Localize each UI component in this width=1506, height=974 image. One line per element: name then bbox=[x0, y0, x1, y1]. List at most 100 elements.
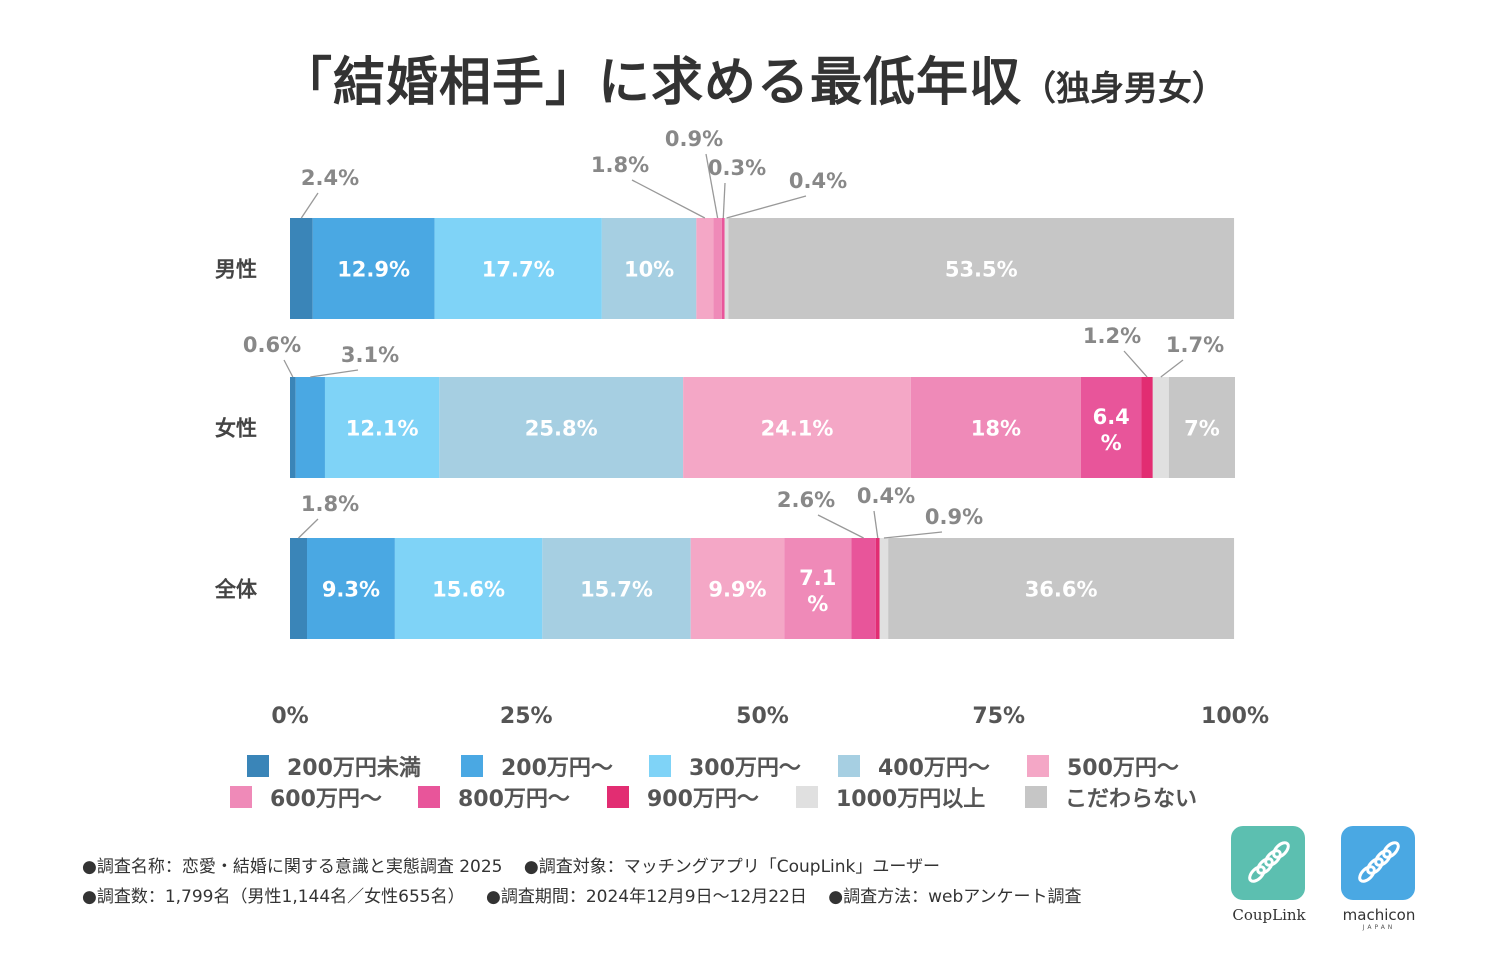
leader-line bbox=[722, 182, 726, 219]
data-label: 0.9% bbox=[925, 505, 983, 529]
legend-label: 800万円〜 bbox=[458, 787, 570, 812]
legend-item: 1000万円以上 bbox=[796, 781, 985, 813]
data-label: 0.4% bbox=[789, 169, 847, 193]
bar-segment bbox=[290, 538, 308, 639]
legend-swatch bbox=[796, 786, 818, 808]
data-label: 25.8% bbox=[525, 417, 598, 441]
data-label: 1.8% bbox=[591, 153, 649, 177]
title-sub: （独身男女） bbox=[1022, 69, 1226, 109]
bar-segment bbox=[307, 538, 395, 639]
footnote-method: ●調査方法：webアンケート調査 bbox=[828, 887, 1082, 907]
data-label: 12.9% bbox=[337, 258, 410, 282]
leader-line bbox=[883, 531, 943, 539]
bar-segment bbox=[324, 377, 440, 478]
leader-line bbox=[1160, 359, 1184, 378]
couplink-logo: CoupLink bbox=[1231, 826, 1307, 924]
legend-label: 300万円〜 bbox=[689, 756, 801, 781]
data-label: 1.7% bbox=[1166, 333, 1224, 357]
category-label: 女性 bbox=[215, 417, 257, 441]
legend-swatch bbox=[1025, 786, 1047, 808]
legend-swatch bbox=[607, 786, 629, 808]
category-label: 男性 bbox=[215, 258, 257, 282]
category-label: 全体 bbox=[214, 578, 258, 602]
legend-swatch bbox=[649, 755, 671, 777]
legend-swatch bbox=[418, 786, 440, 808]
legend-label: 400万円〜 bbox=[878, 756, 990, 781]
machicon-logo-text: machicon bbox=[1342, 906, 1416, 924]
legend-label: 900万円〜 bbox=[647, 787, 759, 812]
x-tick-label: 100% bbox=[1201, 704, 1269, 729]
data-label: 36.6% bbox=[1025, 578, 1098, 602]
legend-label: こだわらない bbox=[1065, 787, 1198, 812]
footnote-period: ●調査期間：2024年12月9日〜12月22日 bbox=[486, 887, 807, 907]
leader-line bbox=[726, 195, 807, 219]
bar-segment bbox=[601, 218, 697, 319]
data-label: 9.9% bbox=[708, 578, 766, 602]
title-main: 「結婚相手」に求める最低年収 bbox=[279, 53, 1022, 113]
footnote-sample-size: ●調査数：1,799名（男性1,144名／女性655名） bbox=[82, 887, 465, 907]
data-label: 0.9% bbox=[665, 127, 723, 151]
legend-swatch bbox=[838, 755, 860, 777]
bar-segment bbox=[434, 218, 602, 319]
footnotes: ●調査名称：恋愛・結婚に関する意識と実態調査 2025 ●調査対象：マッチングア… bbox=[82, 852, 1098, 912]
data-label: 53.5% bbox=[945, 258, 1018, 282]
legend-label: 200万円〜 bbox=[501, 756, 613, 781]
bar-segment bbox=[713, 218, 722, 319]
footnote-survey-name: ●調査名称：恋愛・結婚に関する意識と実態調査 2025 bbox=[82, 857, 503, 877]
bar-segment bbox=[728, 218, 1235, 319]
legend-item: 900万円〜 bbox=[607, 781, 759, 813]
chart-title: 「結婚相手」に求める最低年収（独身男女） bbox=[0, 40, 1506, 115]
data-label: 15.7% bbox=[580, 578, 653, 602]
machicon-logo-sub: JAPAN bbox=[1362, 924, 1396, 931]
legend-item: 500万円〜 bbox=[1027, 750, 1179, 782]
x-tick-label: 25% bbox=[500, 704, 553, 729]
data-label: 0.3% bbox=[708, 156, 766, 180]
leader-line bbox=[873, 510, 879, 539]
legend-label: 500万円〜 bbox=[1067, 756, 1179, 781]
data-label: 0.6% bbox=[243, 333, 301, 357]
legend-swatch bbox=[230, 786, 252, 808]
legend-swatch bbox=[247, 755, 269, 777]
leader-line bbox=[283, 359, 294, 378]
data-label: 18% bbox=[971, 417, 1021, 441]
legend-item: 400万円〜 bbox=[838, 750, 990, 782]
leader-line bbox=[298, 518, 319, 539]
data-label: 7% bbox=[1184, 417, 1220, 441]
data-label: 15.6% bbox=[432, 578, 505, 602]
data-label: 6.4% bbox=[1093, 405, 1130, 455]
x-tick-label: 50% bbox=[736, 704, 789, 729]
leader-line bbox=[705, 153, 719, 219]
dna-icon bbox=[1231, 826, 1305, 900]
leader-line bbox=[300, 192, 319, 219]
bar-segment bbox=[888, 538, 1235, 639]
bar-segment bbox=[690, 538, 785, 639]
bar-segment bbox=[1168, 377, 1235, 478]
bar-segment bbox=[851, 538, 876, 639]
bar-segment bbox=[394, 538, 543, 639]
data-label: 2.4% bbox=[301, 166, 359, 190]
dna-icon bbox=[1341, 826, 1415, 900]
bar-segment bbox=[721, 218, 725, 319]
data-label: 9.3% bbox=[322, 578, 380, 602]
bar-segment bbox=[1141, 377, 1153, 478]
bar-segment bbox=[784, 538, 852, 639]
legend-item: こだわらない bbox=[1025, 781, 1197, 813]
bar-segment bbox=[910, 377, 1081, 478]
legend-item: 600万円〜 bbox=[230, 781, 382, 813]
bar-segment bbox=[683, 377, 911, 478]
legend-label: 1000万円以上 bbox=[836, 787, 986, 812]
data-label: 3.1% bbox=[341, 343, 399, 367]
bar-segment bbox=[1152, 377, 1169, 478]
bar-segment bbox=[290, 218, 313, 319]
bar-segment bbox=[724, 218, 729, 319]
footnote-line-1: ●調査名称：恋愛・結婚に関する意識と実態調査 2025 ●調査対象：マッチングア… bbox=[82, 852, 1098, 882]
x-tick-label: 0% bbox=[271, 704, 308, 729]
leader-line bbox=[1123, 350, 1148, 378]
footnote-line-2: ●調査数：1,799名（男性1,144名／女性655名） ●調査期間：2024年… bbox=[82, 882, 1098, 912]
bar-segment bbox=[696, 218, 714, 319]
footnote-survey-target: ●調査対象：マッチングアプリ「CoupLink」ユーザー bbox=[523, 857, 941, 877]
leader-line bbox=[631, 179, 706, 219]
bar-segment bbox=[1080, 377, 1142, 478]
data-label: 0.4% bbox=[857, 484, 915, 508]
